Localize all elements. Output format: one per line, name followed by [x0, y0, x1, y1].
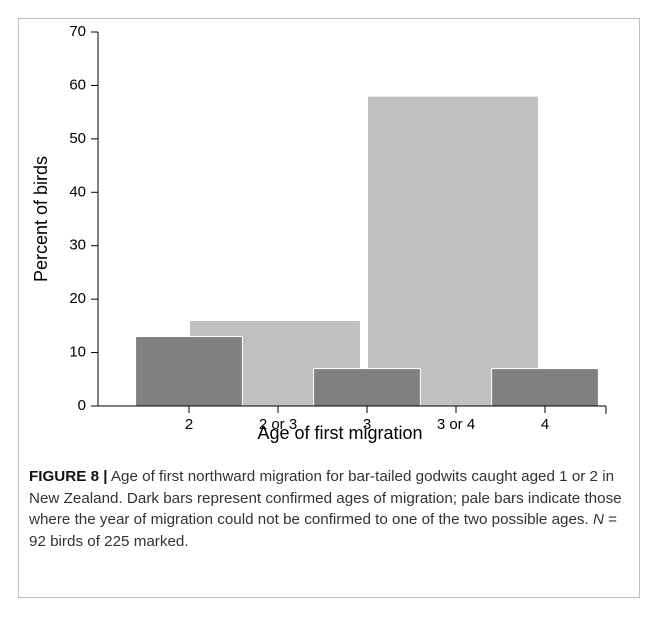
x-axis-title: Age of first migration: [257, 423, 422, 443]
figure-frame: [18, 18, 640, 598]
caption: FIGURE 8 | Age of first northward migrat…: [29, 466, 634, 552]
y-tick-label: 60: [69, 76, 86, 93]
x-tick-label: 3 or 4: [437, 416, 475, 433]
y-tick-label: 70: [69, 23, 86, 40]
y-tick-label: 10: [69, 344, 86, 361]
x-tick-label: 4: [541, 416, 549, 433]
caption-n: N: [592, 511, 604, 528]
caption-label: FIGURE 8 |: [29, 468, 108, 485]
bar: [491, 368, 599, 407]
y-tick-label: 50: [69, 130, 86, 147]
y-tick-label: 20: [69, 290, 86, 307]
bar: [367, 95, 539, 407]
y-axis-title: Percent of birds: [31, 156, 51, 282]
x-tick-label: 3: [363, 416, 371, 433]
bar: [313, 368, 421, 407]
chart: Age of first migration Percent of birds …: [31, 23, 607, 443]
bar: [135, 336, 243, 407]
caption-n-text: = 92 birds of 225 marked.: [29, 511, 618, 550]
caption-text: Age of first northward migration for bar…: [29, 468, 622, 528]
y-tick-label: 30: [69, 237, 86, 254]
y-tick-label: 0: [78, 397, 86, 414]
x-tick-label: 2 or 3: [259, 416, 297, 433]
x-tick-label: 2: [185, 416, 193, 433]
y-tick-label: 40: [69, 183, 86, 200]
